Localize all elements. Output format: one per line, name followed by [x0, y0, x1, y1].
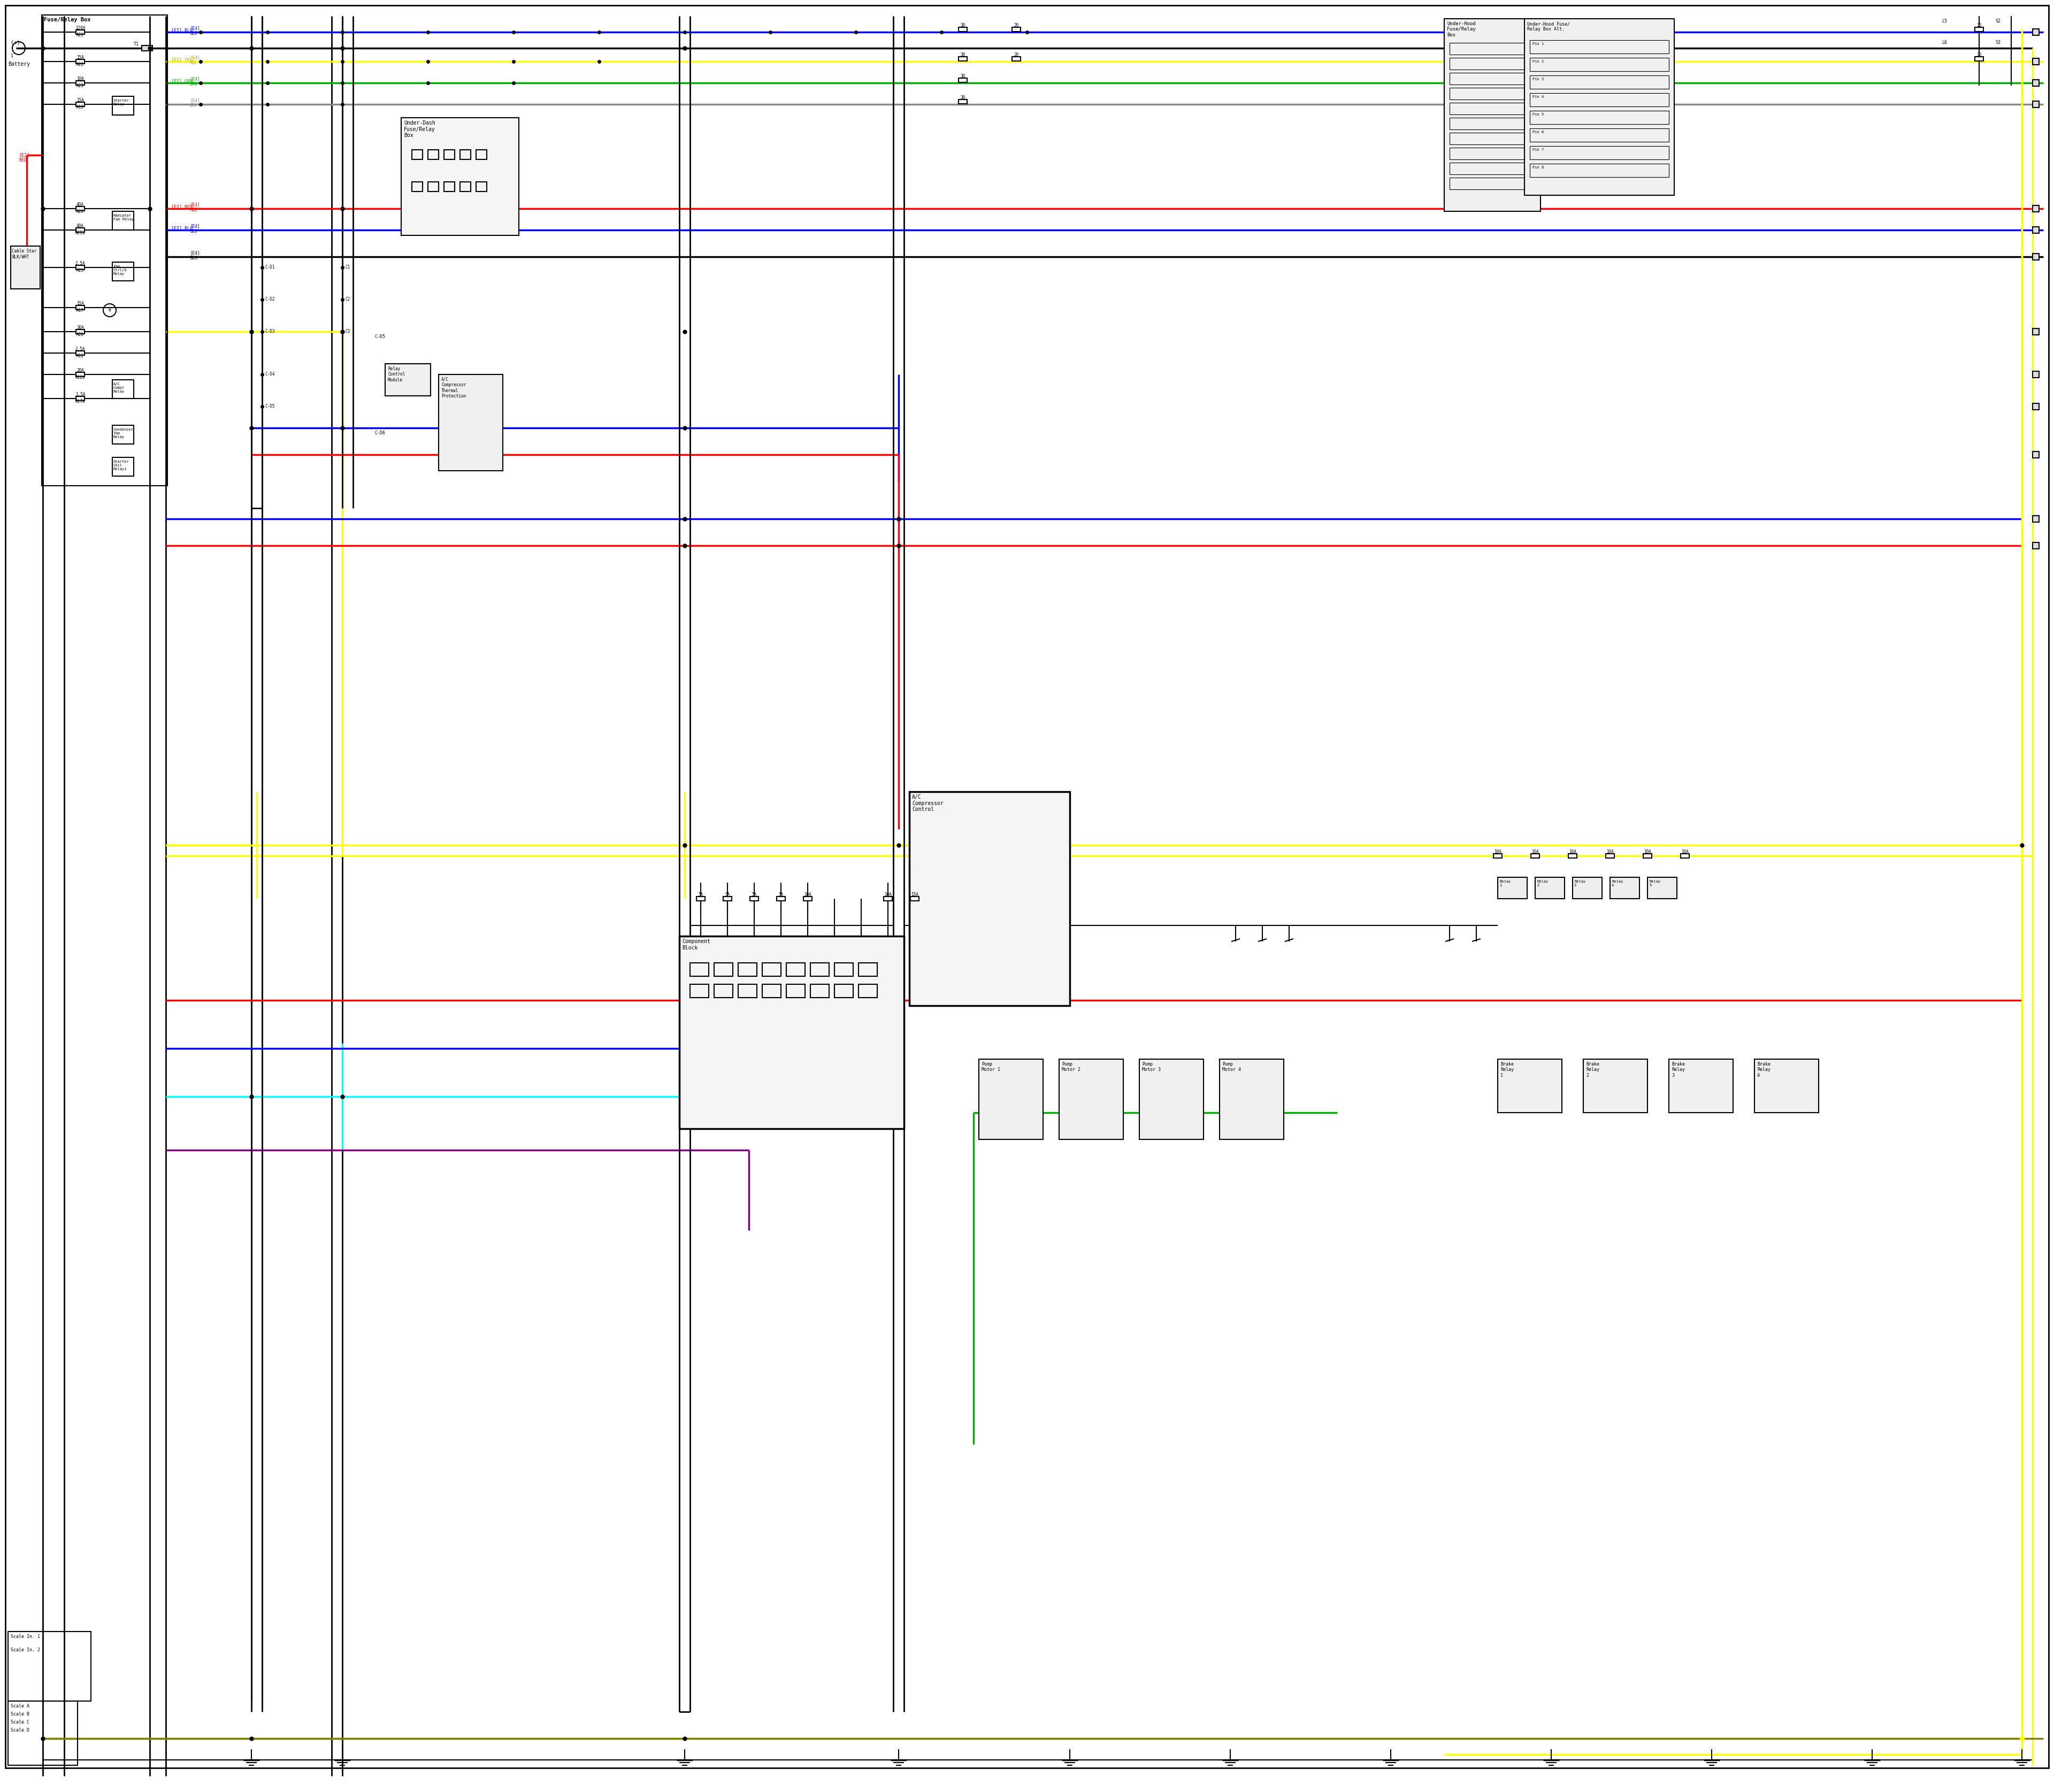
- Text: 2.5A: 2.5A: [76, 262, 84, 265]
- Bar: [959, 79, 967, 82]
- Bar: [2033, 206, 2040, 211]
- Bar: [477, 181, 487, 192]
- Text: 30A: 30A: [76, 324, 84, 330]
- Bar: [10, 246, 41, 289]
- Text: Scale C: Scale C: [10, 1720, 29, 1724]
- Bar: [113, 457, 134, 477]
- Text: A25: A25: [76, 269, 84, 272]
- Bar: [401, 118, 520, 235]
- Bar: [1493, 853, 1501, 858]
- Bar: [2033, 452, 2040, 459]
- Text: 20: 20: [1015, 52, 1019, 57]
- Bar: [1754, 1059, 1818, 1113]
- Bar: [477, 151, 487, 159]
- Text: Cable Star
BLK/WHT: Cable Star BLK/WHT: [12, 249, 37, 260]
- Text: A/C
Compressor
Control: A/C Compressor Control: [912, 794, 943, 812]
- Text: [EI]
RED: [EI] RED: [18, 152, 29, 163]
- Bar: [2033, 371, 2040, 378]
- Text: Brake
Relay
4: Brake Relay 4: [1756, 1063, 1771, 1077]
- Bar: [1530, 145, 1668, 159]
- Text: A17: A17: [76, 308, 84, 314]
- Text: 30: 30: [1976, 52, 1982, 57]
- Bar: [696, 896, 705, 901]
- Text: C3: C3: [345, 330, 349, 333]
- Bar: [1497, 1059, 1561, 1113]
- Bar: [76, 81, 84, 84]
- Text: 10A: 10A: [1682, 849, 1688, 855]
- Bar: [1974, 27, 1984, 32]
- Text: C1: C1: [345, 265, 349, 269]
- Text: [E4]
YEL: [E4] YEL: [189, 56, 199, 66]
- Text: Under-Dash
Fuse/Relay
Box: Under-Dash Fuse/Relay Box: [405, 120, 435, 138]
- Text: [E4]
GRY: [E4] GRY: [189, 99, 199, 108]
- Text: 10A: 10A: [803, 892, 811, 898]
- Bar: [834, 984, 852, 998]
- Bar: [1450, 133, 1532, 145]
- Bar: [1497, 878, 1526, 898]
- Bar: [76, 206, 84, 211]
- Bar: [1450, 73, 1532, 84]
- Text: Condenser
Fan
Relay: Condenser Fan Relay: [113, 428, 134, 439]
- Bar: [737, 984, 756, 998]
- Bar: [690, 962, 709, 977]
- Bar: [1450, 57, 1532, 70]
- Bar: [762, 984, 781, 998]
- Text: 10A: 10A: [1493, 849, 1501, 855]
- Bar: [1450, 88, 1532, 100]
- Text: Relay
3: Relay 3: [1573, 880, 1586, 887]
- Bar: [1610, 878, 1639, 898]
- Text: Scale D: Scale D: [10, 1727, 29, 1733]
- Text: 10A: 10A: [1569, 849, 1575, 855]
- Bar: [2033, 253, 2040, 260]
- Bar: [2033, 100, 2040, 108]
- Text: 10A: 10A: [1532, 849, 1538, 855]
- Bar: [1643, 853, 1651, 858]
- Text: A11: A11: [76, 353, 84, 358]
- Bar: [440, 375, 503, 471]
- Text: [EI] BLU: [EI] BLU: [170, 29, 193, 32]
- Bar: [1573, 878, 1602, 898]
- Text: Pin 7: Pin 7: [1532, 149, 1545, 151]
- Text: A22b: A22b: [76, 375, 84, 380]
- Bar: [980, 1059, 1043, 1140]
- Text: 30: 30: [961, 73, 965, 79]
- Text: Scale In. 2: Scale In. 2: [10, 1647, 41, 1652]
- Bar: [690, 984, 709, 998]
- Bar: [76, 228, 84, 233]
- Text: Pump
Motor 2: Pump Motor 2: [1062, 1063, 1080, 1072]
- Text: 30: 30: [961, 23, 965, 29]
- Text: 5A: 5A: [725, 892, 729, 898]
- Text: Radiator
Fan Relay: Radiator Fan Relay: [113, 213, 134, 220]
- Text: 120A: 120A: [76, 25, 84, 30]
- Text: A19: A19: [76, 106, 84, 109]
- Text: Brake
Relay
1: Brake Relay 1: [1499, 1063, 1514, 1077]
- Bar: [803, 896, 811, 901]
- Bar: [1534, 878, 1565, 898]
- Text: Under-Hood Fuse/
Relay Box Alt.: Under-Hood Fuse/ Relay Box Alt.: [1526, 22, 1569, 32]
- Text: Pin 3: Pin 3: [1532, 77, 1545, 81]
- Bar: [1530, 163, 1668, 177]
- Text: C-D5: C-D5: [374, 335, 386, 339]
- Bar: [41, 14, 168, 486]
- Text: C-D6: C-D6: [374, 430, 386, 435]
- Text: [E4]
BLK: [E4] BLK: [189, 251, 199, 260]
- Text: Pump
Motor 1: Pump Motor 1: [982, 1063, 1000, 1072]
- Text: Under-Hood
Fuse/Relay
Box: Under-Hood Fuse/Relay Box: [1446, 22, 1475, 38]
- Text: 15A: 15A: [912, 892, 918, 898]
- Bar: [2033, 516, 2040, 521]
- Text: 1: 1: [10, 54, 14, 59]
- Bar: [76, 305, 84, 310]
- Text: 40A: 40A: [76, 202, 84, 208]
- Text: S2: S2: [1994, 18, 2001, 23]
- Bar: [2033, 403, 2040, 410]
- Text: 10A: 10A: [1643, 849, 1651, 855]
- Bar: [1140, 1059, 1204, 1140]
- Bar: [8, 1631, 90, 1701]
- Text: [EI] GRN: [EI] GRN: [170, 79, 193, 84]
- Bar: [1530, 57, 1668, 72]
- Bar: [1450, 163, 1532, 174]
- Text: 1.5A: 1.5A: [76, 392, 84, 396]
- Text: Pin 4: Pin 4: [1532, 95, 1545, 99]
- Text: Starter
Relay: Starter Relay: [113, 99, 129, 106]
- Bar: [723, 896, 731, 901]
